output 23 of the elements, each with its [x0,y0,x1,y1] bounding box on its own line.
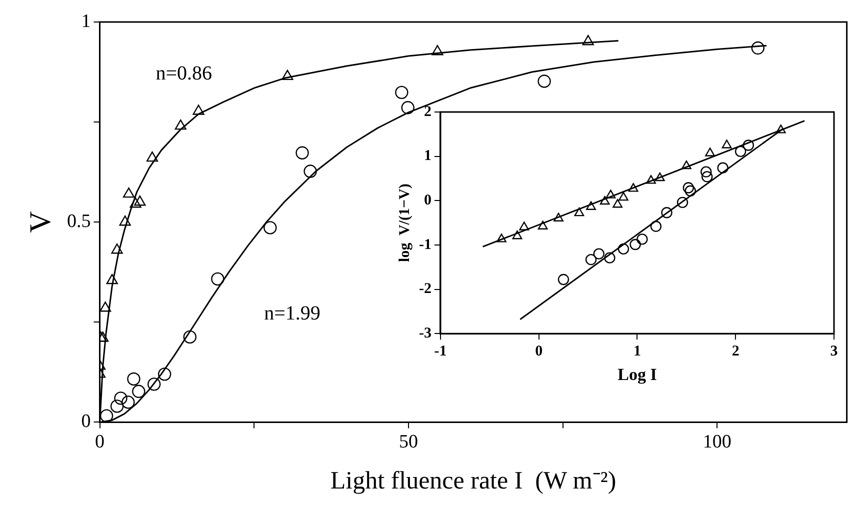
annotation: n=0.86 [156,62,212,84]
annotation: n=1.99 [264,302,320,324]
y-tick-label: 1 [81,10,91,32]
y-tick-label: 0.5 [67,211,91,232]
y-axis-title: log V/(1−V) [396,184,413,262]
y-tick-label: -3 [418,325,432,342]
x-tick-label: 0 [95,432,104,453]
x-axis-title: Light fluence rate I (W m⁻²) [330,468,616,495]
y-tick-label: 1 [424,148,432,164]
x-tick-label: -1 [434,343,447,360]
x-axis-title: Log I [618,365,658,384]
x-tick-label: 1 [634,343,641,360]
x-tick-label: 50 [398,432,418,453]
y-tick-label: -2 [418,281,432,298]
y-tick-label: 2 [424,104,432,120]
y-tick-label: 0 [81,411,91,432]
x-tick-label: 0 [535,343,543,360]
x-tick-label: 100 [702,432,732,453]
x-tick-label: 3 [830,343,838,360]
y-tick-label: 0 [424,192,432,209]
y-tick-label: -1 [418,236,432,253]
x-tick-label: 2 [732,343,740,360]
y-axis-title: V [24,210,57,233]
